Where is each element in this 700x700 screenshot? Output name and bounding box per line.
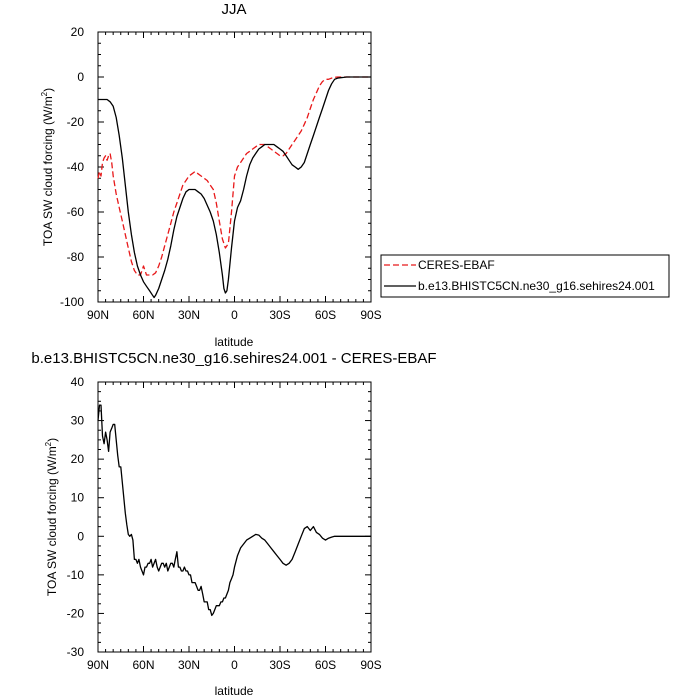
x-tick-label: 0 [231,308,238,322]
x-tick-label: 30N [178,658,200,672]
legend: CERES-EBAF b.e13.BHISTC5CN.ne30_g16.sehi… [380,254,670,298]
x-tick-label: 60S [315,658,336,672]
bottom-chart-panel: b.e13.BHISTC5CN.ne30_g16.sehires24.001 -… [31,350,436,698]
x-tick-label: 90S [360,308,381,322]
x-tick-label: 90S [360,658,381,672]
y-tick-label: -10 [67,568,85,582]
y-tick-label: 40 [71,375,85,389]
bottom-plot-frame [97,381,372,653]
y-tick-label: 0 [77,70,84,84]
top-y-axis-label: TOA SW cloud forcing (W/m2) [40,88,55,246]
y-tick-label: 10 [71,491,85,505]
x-tick-label: 90N [87,308,109,322]
x-tick-label: 60N [132,658,154,672]
legend-label-model: b.e13.BHISTC5CN.ne30_g16.sehires24.001 [418,279,655,293]
top-axis-ticks: 90N 60N 30N 0 30S 60S 90S -100 -80 -60 -40 -20 0 20 [60,25,382,322]
y-tick-label: -100 [60,295,84,309]
x-tick-label: 0 [231,658,238,672]
bottom-y-axis-label: TOA SW cloud forcing (W/m2) [44,438,59,596]
x-tick-label: 30N [178,308,200,322]
series-line-0-0 [97,76,371,276]
x-tick-label: 60N [132,308,154,322]
legend-box [380,254,670,298]
bottom-series-layer [97,404,371,617]
bottom-axis-ticks: 90N 60N 30N 0 30S 60S 90S -30 -20 -10 0 10 20 30 40 [67,375,382,672]
y-tick-label: -40 [67,160,85,174]
bottom-x-axis-label: latitude [215,684,254,698]
top-series-layer [97,76,371,299]
y-tick-label: -20 [67,606,85,620]
y-tick-label: 20 [71,25,85,39]
x-tick-label: 60S [315,308,336,322]
bottom-chart-title: b.e13.BHISTC5CN.ne30_g16.sehires24.001 -… [31,350,436,367]
y-tick-label: 0 [77,529,84,543]
top-chart-panel: JJA 90N 60N 30N 0 30S 60S 90S -100 -80 -60 -40 -20 0… [40,1,670,349]
y-tick-label: 20 [71,452,85,466]
y-tick-label: -60 [67,205,85,219]
x-tick-label: 30S [269,658,290,672]
series-line-1-0 [97,404,371,617]
y-tick-label: 30 [71,414,85,428]
legend-label-ceres: CERES-EBAF [418,258,495,272]
top-chart-title: JJA [221,1,246,18]
y-tick-label: -20 [67,115,85,129]
top-plot-frame [97,31,372,303]
x-tick-label: 90N [87,658,109,672]
series-line-0-1 [98,76,371,299]
y-tick-label: -30 [67,645,85,659]
y-tick-label: -80 [67,250,85,264]
top-x-axis-label: latitude [215,335,254,349]
x-tick-label: 30S [269,308,290,322]
